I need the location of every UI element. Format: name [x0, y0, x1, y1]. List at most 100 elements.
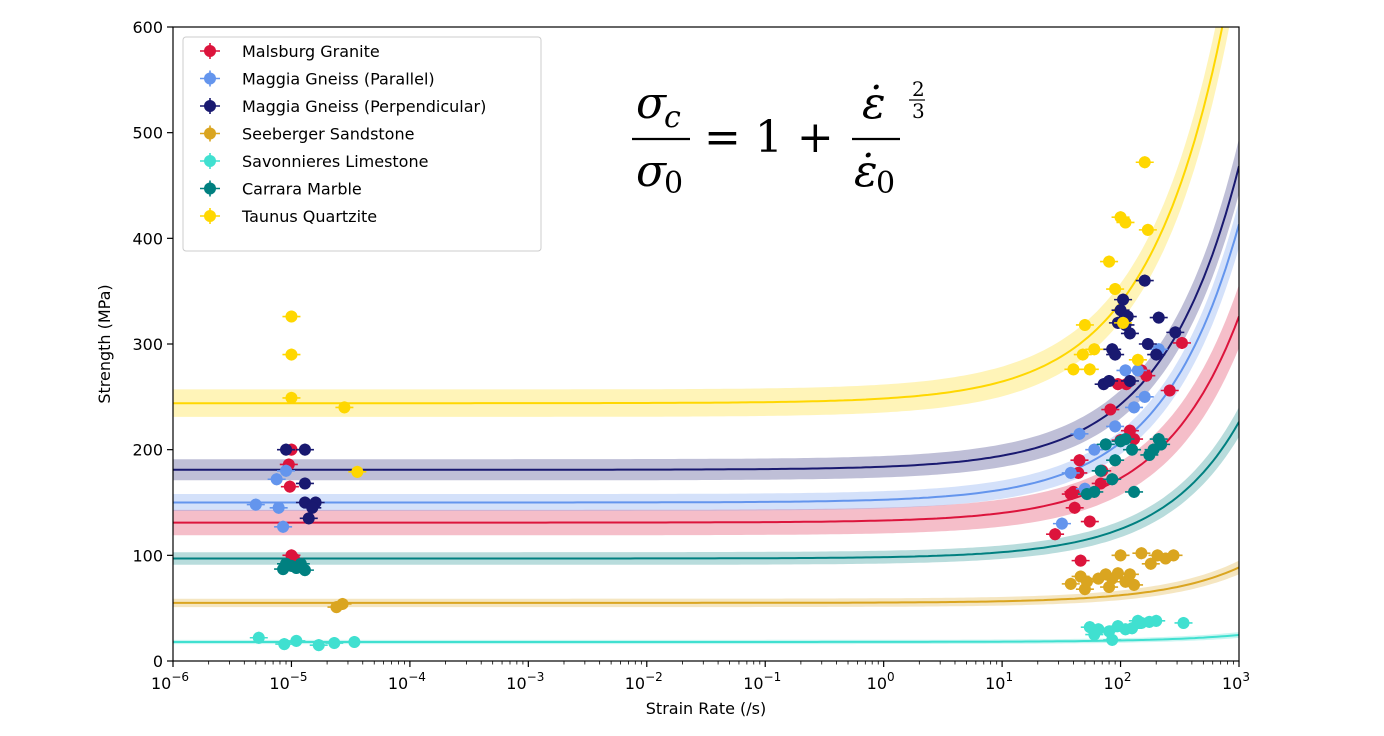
data-marker [1117, 293, 1130, 306]
legend-label: Maggia Gneiss (Parallel) [242, 70, 435, 89]
data-marker [1094, 477, 1107, 490]
data-point [1125, 485, 1144, 498]
data-point [1103, 633, 1122, 646]
data-marker [1076, 348, 1089, 361]
data-point [1114, 316, 1133, 329]
data-point [1116, 216, 1135, 229]
data-marker [1106, 473, 1119, 486]
data-marker [1177, 616, 1190, 629]
data-marker [1138, 390, 1151, 403]
data-point [1125, 401, 1144, 414]
y-axis-ticks: 0 100 200 300 400 500 600 [132, 18, 173, 671]
data-marker [1074, 554, 1087, 567]
legend-label: Malsburg Granite [242, 42, 380, 61]
data-marker [1073, 427, 1086, 440]
data-point [1100, 374, 1119, 387]
data-marker [1083, 515, 1096, 528]
legend-entry: Carrara Marble [200, 180, 362, 199]
data-marker [1103, 255, 1116, 268]
data-point [1070, 427, 1089, 440]
data-marker [1141, 223, 1154, 236]
equation-lhs-numerator-subscript: c [664, 100, 681, 135]
data-marker [1068, 501, 1081, 514]
data-point [295, 564, 314, 577]
data-marker [1138, 156, 1151, 169]
data-point [335, 401, 354, 414]
y-tick-label: 0 [153, 652, 163, 671]
legend-marker [204, 100, 216, 112]
data-marker [1094, 464, 1107, 477]
fit-curve [173, 224, 1239, 504]
equation-lhs-numerator: σ [636, 78, 668, 129]
equation-rhs-denominator: ε̇ [854, 146, 878, 197]
data-marker [306, 501, 319, 514]
fit-curve [173, 566, 1239, 604]
data-marker [302, 512, 315, 525]
data-point [1138, 223, 1157, 236]
data-point [1147, 614, 1166, 627]
data-point [1128, 364, 1147, 377]
data-marker [278, 638, 291, 651]
legend: Malsburg Granite Maggia Gneiss (Parallel)… [182, 36, 542, 252]
legend-label: Seeberger Sandstone [242, 125, 414, 144]
data-marker [270, 473, 283, 486]
data-point [269, 501, 288, 514]
data-marker [1128, 485, 1141, 498]
legend-marker [204, 127, 216, 140]
x-axis-ticks: 10−6 10−5 10−4 10−3 10−2 10−1 100 101 102 103 [151, 661, 1250, 693]
data-marker [249, 498, 262, 511]
data-points [246, 156, 1193, 652]
x-tick-label: 101 [985, 670, 1013, 693]
x-tick-label: 10−3 [506, 670, 544, 693]
data-point [295, 443, 314, 456]
y-axis-label: Strength (MPa) [95, 284, 114, 403]
data-point [267, 473, 286, 486]
legend-label: Savonnieres Limestone [242, 152, 428, 171]
data-point [1135, 274, 1154, 287]
fit-curve [173, 27, 1224, 405]
data-point [1071, 554, 1090, 567]
legend-marker [204, 72, 216, 85]
data-point [1152, 438, 1171, 451]
data-marker [1055, 517, 1068, 530]
data-point [277, 464, 296, 477]
x-tick-label: 10−6 [151, 670, 189, 693]
legend-box [182, 36, 542, 252]
data-point [1096, 438, 1115, 451]
data-marker [1064, 466, 1077, 479]
data-point [1091, 477, 1110, 490]
x-axis-label: Strain Rate (/s) [646, 699, 766, 718]
data-marker [1078, 318, 1091, 331]
equation-exponent-numerator: 2 [912, 77, 925, 101]
data-marker [298, 477, 311, 490]
equation-lhs-denominator: σ [636, 146, 668, 197]
data-marker [1103, 374, 1116, 387]
y-tick-label: 400 [132, 229, 163, 248]
data-point [1073, 348, 1092, 361]
data-marker [1119, 433, 1132, 446]
legend-entry: Savonnieres Limestone [200, 152, 428, 171]
legend-marker [204, 182, 216, 195]
data-point [1080, 363, 1099, 376]
data-marker [1128, 578, 1141, 591]
data-marker [1111, 567, 1124, 580]
data-marker [1088, 443, 1101, 456]
data-point [1085, 485, 1104, 498]
data-point [1128, 353, 1147, 366]
data-marker [1135, 547, 1148, 560]
x-tick-label: 103 [1222, 670, 1250, 693]
data-marker [298, 443, 311, 456]
data-marker [1114, 549, 1127, 562]
data-point [1085, 443, 1104, 456]
legend-label: Maggia Gneiss (Perpendicular) [242, 97, 486, 116]
data-point [275, 638, 294, 651]
legend-entry: Maggia Gneiss (Parallel) [200, 70, 435, 89]
data-point [1091, 464, 1110, 477]
fit-curve [173, 165, 1239, 471]
data-marker [1109, 420, 1122, 433]
data-point [1138, 338, 1157, 350]
data-point [1160, 384, 1179, 397]
data-point [295, 477, 314, 490]
data-marker [290, 634, 303, 647]
